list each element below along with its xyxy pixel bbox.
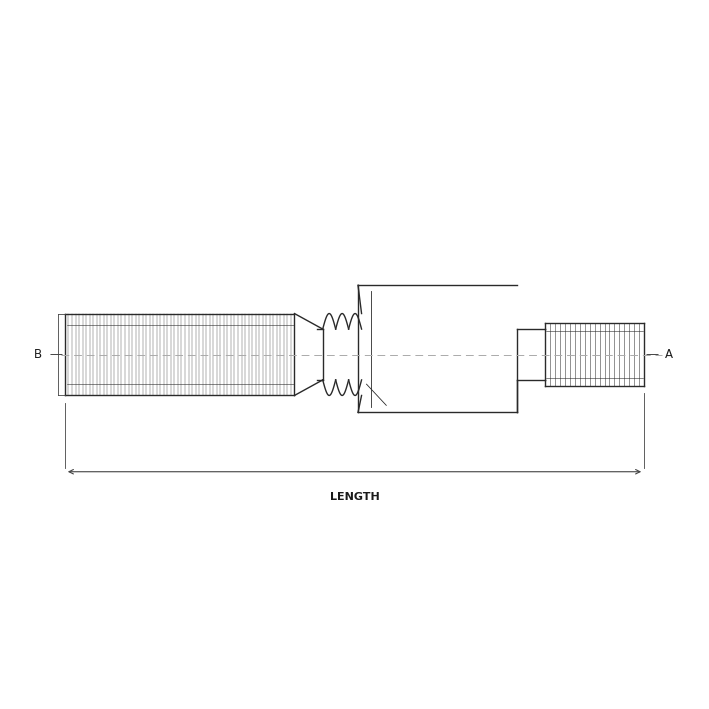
- Text: A: A: [665, 348, 674, 361]
- Text: LENGTH: LENGTH: [330, 491, 379, 501]
- Text: B: B: [34, 348, 43, 361]
